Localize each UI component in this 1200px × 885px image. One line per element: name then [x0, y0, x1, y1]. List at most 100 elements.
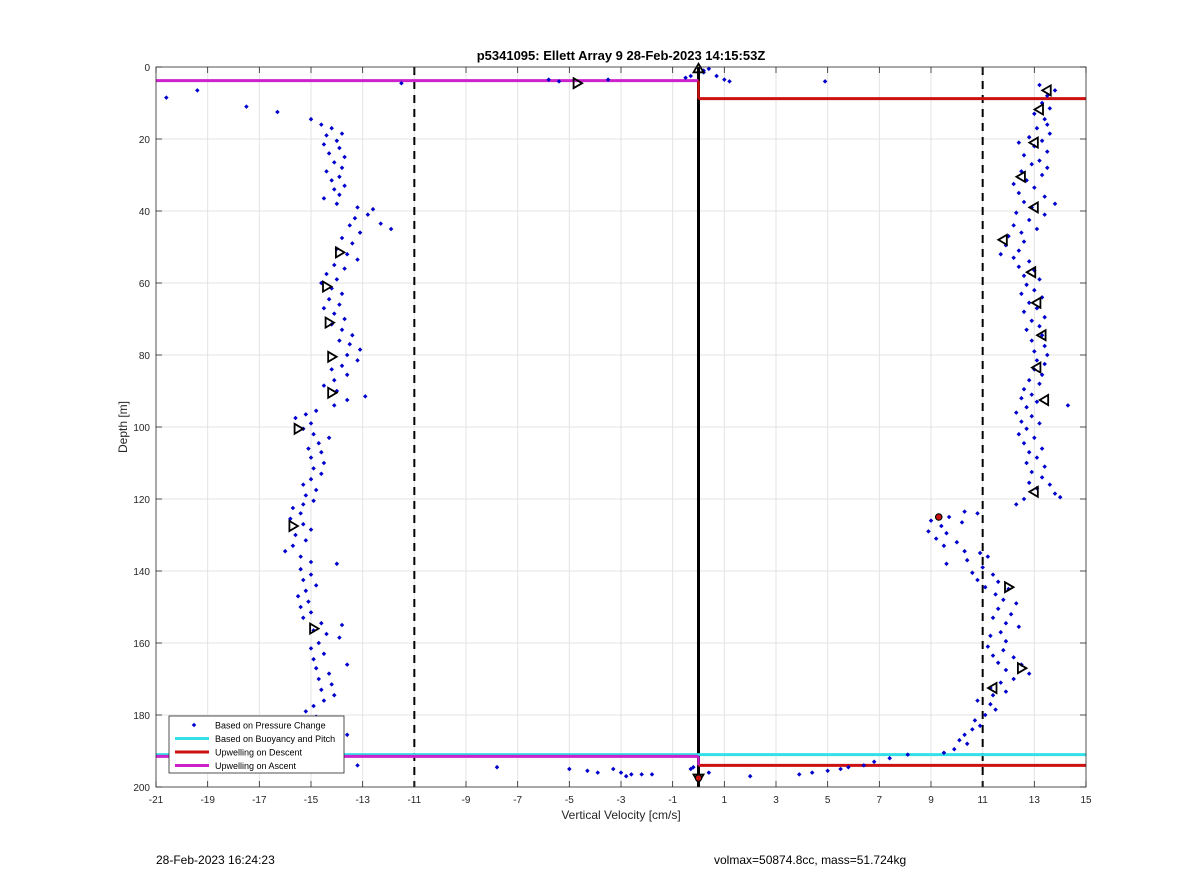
data-point	[1003, 638, 1009, 644]
data-point	[303, 412, 309, 417]
data-point	[344, 662, 350, 667]
data-point	[337, 192, 342, 198]
data-point	[195, 88, 200, 93]
data-point	[324, 169, 329, 174]
triangle-marker	[1030, 361, 1042, 375]
y-tick-label: 20	[139, 135, 151, 146]
data-point	[567, 766, 572, 772]
y-tick-label: 100	[133, 423, 150, 434]
data-point	[1042, 361, 1047, 367]
x-tick-label: 3	[773, 795, 779, 806]
triangle-marker	[1035, 328, 1047, 342]
data-point	[337, 338, 342, 343]
data-point	[350, 332, 355, 338]
y-tick-label: 200	[133, 783, 150, 794]
data-point	[331, 187, 337, 192]
data-point	[1065, 403, 1071, 408]
x-tick-label: 11	[977, 795, 988, 806]
data-point	[329, 178, 334, 183]
data-point	[308, 646, 314, 651]
data-point	[313, 487, 319, 493]
data-point	[344, 732, 350, 738]
data-point	[977, 723, 983, 729]
data-point	[1021, 440, 1027, 446]
data-point	[1021, 309, 1027, 315]
data-point	[975, 577, 980, 583]
data-point	[329, 682, 334, 687]
data-point	[1024, 282, 1029, 288]
data-point	[1021, 496, 1027, 502]
y-tick-label: 0	[144, 63, 150, 74]
x-tick-label: 9	[928, 795, 934, 806]
data-point	[1029, 161, 1035, 167]
triangle-marker	[1030, 296, 1042, 310]
grid-lines	[156, 67, 1086, 787]
data-point	[303, 588, 309, 594]
data-point	[1037, 421, 1042, 426]
data-point	[1029, 318, 1035, 324]
data-point	[311, 703, 316, 709]
data-point	[1013, 410, 1019, 415]
x-tick-label: 5	[825, 795, 831, 806]
data-point	[342, 316, 347, 322]
triangle-marker	[1004, 580, 1016, 594]
legend-label: Based on Buoyancy and Pitch	[215, 734, 335, 744]
data-point	[311, 656, 316, 662]
data-point	[308, 527, 314, 532]
data-point	[293, 415, 298, 421]
data-point	[962, 732, 967, 738]
data-point	[1042, 212, 1047, 217]
data-point	[1042, 343, 1047, 349]
data-point	[1026, 217, 1032, 223]
data-point	[339, 363, 345, 369]
triangle-marker	[1024, 265, 1037, 279]
data-point	[1029, 469, 1035, 475]
x-tick-label: -19	[200, 795, 215, 806]
data-point	[326, 296, 332, 302]
data-point	[1037, 323, 1042, 329]
x-tick-label: -9	[462, 795, 471, 806]
data-point	[595, 770, 601, 775]
data-point	[975, 698, 980, 703]
y-axis-label: Depth [m]	[116, 401, 130, 453]
legend-label: Based on Pressure Change	[215, 721, 326, 731]
data-point	[316, 676, 322, 682]
data-point	[1001, 597, 1006, 603]
legend-label: Upwelling on Descent	[215, 748, 303, 758]
red-marker	[934, 513, 943, 521]
data-point	[706, 770, 712, 775]
data-point	[1019, 395, 1024, 401]
data-point	[1011, 255, 1016, 261]
data-point	[282, 548, 288, 554]
data-point	[352, 215, 358, 221]
data-point	[303, 709, 309, 714]
y-tick-label: 40	[139, 207, 151, 218]
data-point	[331, 311, 337, 316]
data-point	[326, 151, 332, 156]
x-tick-label: -15	[304, 795, 319, 806]
y-tick-label: 180	[133, 711, 150, 722]
data-point	[998, 680, 1004, 685]
data-point	[321, 196, 327, 201]
data-point	[985, 554, 991, 559]
triangle-marker	[1017, 661, 1029, 675]
data-point	[370, 206, 376, 212]
data-point	[944, 561, 949, 567]
y-tick-label: 80	[139, 351, 151, 362]
data-point	[316, 640, 322, 646]
x-tick-label: -21	[149, 795, 164, 806]
data-point	[1052, 201, 1058, 207]
data-point	[319, 620, 324, 626]
data-point	[1019, 419, 1024, 424]
x-tick-label: -3	[617, 795, 626, 806]
data-point	[1044, 149, 1050, 154]
data-point	[957, 737, 962, 743]
triangle-marker	[327, 350, 339, 364]
x-tick-label: -1	[668, 795, 677, 806]
data-point	[1034, 125, 1040, 131]
data-point	[324, 133, 329, 138]
triangle-marker	[1027, 200, 1039, 214]
data-point	[321, 142, 327, 147]
data-point	[972, 718, 978, 723]
data-point	[399, 80, 404, 86]
